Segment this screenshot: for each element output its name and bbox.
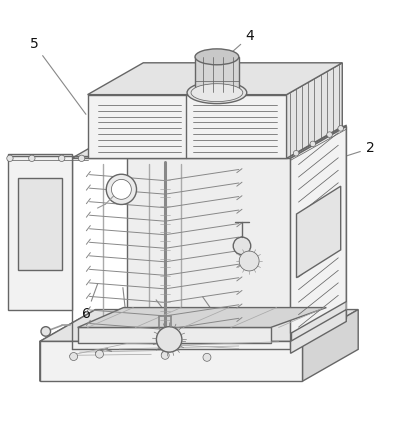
Polygon shape xyxy=(8,155,72,309)
Circle shape xyxy=(293,151,299,156)
Text: 7: 7 xyxy=(122,288,131,328)
Circle shape xyxy=(327,132,332,137)
Polygon shape xyxy=(18,178,62,270)
Circle shape xyxy=(96,350,103,358)
Ellipse shape xyxy=(191,84,243,102)
Circle shape xyxy=(70,353,78,361)
Circle shape xyxy=(29,155,35,162)
Circle shape xyxy=(59,155,65,162)
Circle shape xyxy=(338,126,343,131)
Text: 2: 2 xyxy=(329,141,375,162)
Circle shape xyxy=(7,155,13,162)
Polygon shape xyxy=(78,328,271,343)
Circle shape xyxy=(106,174,137,205)
Text: 9: 9 xyxy=(203,297,226,332)
Text: 1: 1 xyxy=(156,300,179,332)
Polygon shape xyxy=(195,57,239,93)
Circle shape xyxy=(203,353,211,361)
Polygon shape xyxy=(78,308,326,328)
Text: 5: 5 xyxy=(29,37,86,114)
Polygon shape xyxy=(127,127,346,317)
Polygon shape xyxy=(40,309,358,341)
Polygon shape xyxy=(88,63,342,95)
Circle shape xyxy=(78,155,85,162)
Polygon shape xyxy=(291,127,346,333)
Polygon shape xyxy=(40,341,302,381)
Circle shape xyxy=(111,179,131,199)
Circle shape xyxy=(239,251,259,271)
Text: 6: 6 xyxy=(82,284,98,321)
Polygon shape xyxy=(72,127,346,159)
Ellipse shape xyxy=(187,82,247,103)
Polygon shape xyxy=(291,309,346,353)
Polygon shape xyxy=(302,309,358,381)
Polygon shape xyxy=(88,95,287,159)
Polygon shape xyxy=(287,63,342,159)
Circle shape xyxy=(41,327,51,336)
Circle shape xyxy=(156,327,182,352)
Text: 8: 8 xyxy=(20,270,57,301)
Polygon shape xyxy=(291,127,346,349)
Circle shape xyxy=(161,351,169,359)
Circle shape xyxy=(310,141,316,147)
Polygon shape xyxy=(40,309,96,381)
Circle shape xyxy=(233,237,251,255)
Text: 4: 4 xyxy=(213,29,254,69)
Ellipse shape xyxy=(195,49,239,65)
Polygon shape xyxy=(297,186,341,278)
